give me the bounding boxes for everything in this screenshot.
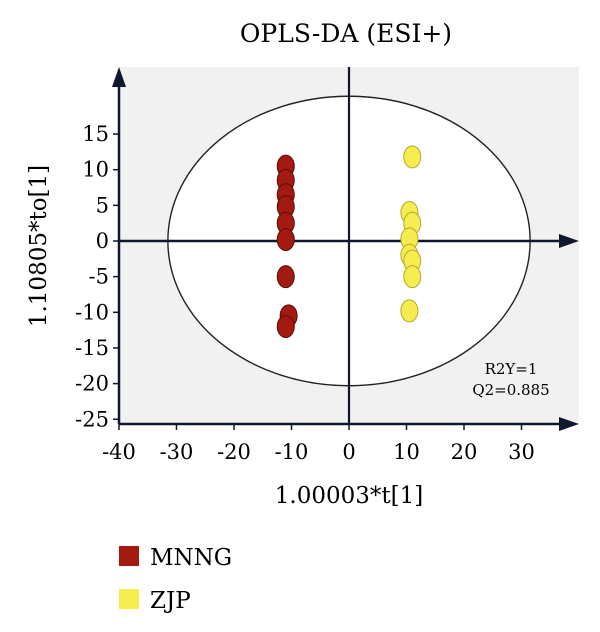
y-tick-label: -5 — [89, 265, 109, 289]
y-axis-label: 1.10805*to[1] — [26, 165, 52, 327]
y-tick-label: -15 — [75, 336, 109, 360]
y-tick-label: -25 — [75, 407, 109, 431]
x-axis-label: 1.00003*t[1] — [275, 483, 423, 509]
x-tick-label: -20 — [217, 440, 251, 464]
x-tick-label: 0 — [342, 440, 355, 464]
legend: MNNG ZJP — [119, 545, 232, 614]
point-zjp — [400, 299, 419, 323]
y-tick-label: -10 — [75, 300, 109, 324]
legend-label-mnng: MNNG — [150, 545, 232, 571]
chart-title: OPLS-DA (ESI+) — [240, 19, 452, 48]
points-layer — [276, 145, 422, 339]
point-zjp — [403, 145, 422, 169]
y-tick-label: 10 — [82, 158, 109, 182]
zero-horizontal-arrow — [559, 234, 579, 248]
x-tick-label: 20 — [451, 440, 478, 464]
x-tick-label: -40 — [102, 440, 136, 464]
point-mnng — [276, 265, 295, 289]
annotation-1: Q2=0.885 — [472, 381, 549, 399]
point-mnng — [276, 315, 295, 339]
x-tick-label: -30 — [160, 440, 194, 464]
annotation-0: R2Y=1 — [485, 360, 538, 378]
legend-label-zjp: ZJP — [150, 588, 191, 614]
legend-swatch-zjp — [119, 589, 139, 609]
y-tick-label: 15 — [82, 122, 109, 146]
x-tick-label: -10 — [275, 440, 309, 464]
y-tick-label: 5 — [96, 193, 109, 217]
x-axis-arrow — [559, 417, 579, 431]
x-tick-label: 10 — [393, 440, 420, 464]
y-axis-arrow — [112, 67, 126, 87]
y-tick-label: 0 — [96, 229, 109, 253]
point-zjp — [403, 265, 422, 289]
annotation-layer: R2Y=1 Q2=0.885 — [472, 360, 549, 399]
x-tick-label: 30 — [508, 440, 535, 464]
axes-layer: -40 -30 -20 -10 0 10 20 30 15 10 5 0 -5 -10 -15 -20 -25 — [75, 67, 579, 464]
y-tick-label: -20 — [75, 372, 109, 396]
legend-swatch-mnng — [119, 546, 139, 566]
point-mnng — [276, 228, 295, 252]
